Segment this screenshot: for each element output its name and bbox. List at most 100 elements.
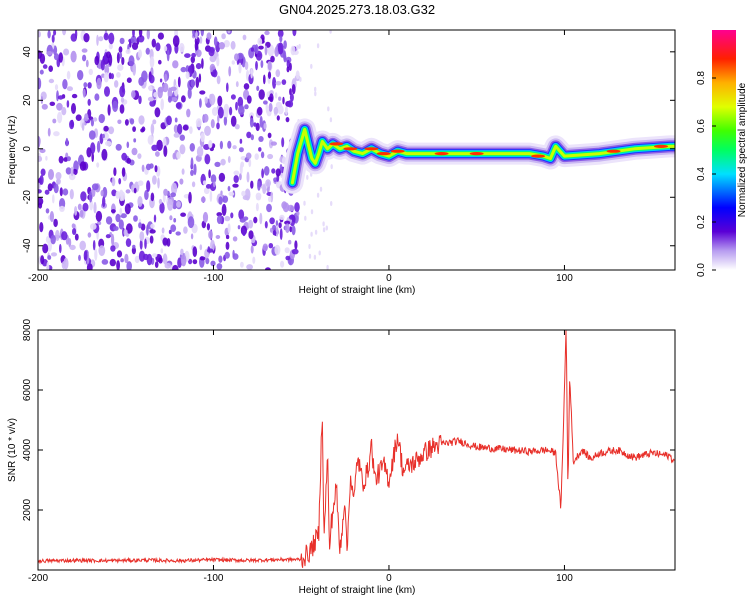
noise-blob bbox=[172, 35, 180, 47]
noise-blob bbox=[262, 184, 267, 195]
noise-blob bbox=[298, 43, 301, 49]
noise-blob bbox=[162, 137, 167, 148]
y-tick-label: 2000 bbox=[22, 498, 33, 521]
noise-blob bbox=[62, 188, 69, 196]
noise-blob bbox=[200, 196, 206, 203]
noise-blob bbox=[70, 166, 74, 177]
noise-blob bbox=[39, 148, 46, 154]
noise-blob bbox=[155, 151, 160, 157]
noise-blob bbox=[113, 167, 117, 177]
noise-blob bbox=[249, 117, 254, 128]
noise-blob bbox=[187, 87, 192, 99]
noise-blob bbox=[45, 236, 51, 244]
noise-blob bbox=[220, 190, 223, 196]
noise-blob bbox=[222, 195, 229, 203]
noise-blob bbox=[209, 93, 213, 100]
noise-blob bbox=[278, 222, 282, 229]
noise-blob bbox=[258, 89, 265, 100]
noise-blob bbox=[224, 251, 230, 259]
noise-blob bbox=[59, 243, 62, 254]
noise-blob bbox=[179, 144, 186, 155]
noise-blob bbox=[191, 52, 197, 58]
noise-blob bbox=[238, 209, 245, 220]
noise-blob bbox=[47, 183, 53, 192]
noise-blob bbox=[160, 248, 164, 254]
noise-blob bbox=[272, 224, 277, 231]
noise-blob bbox=[157, 32, 164, 40]
noise-blob bbox=[111, 177, 116, 187]
snr-panel: -200 -100 0 100 2000 4000 6000 8000 Height of … bbox=[7, 318, 676, 596]
noise-blob bbox=[139, 239, 143, 250]
noise-blob bbox=[117, 64, 124, 71]
noise-blob bbox=[217, 106, 224, 119]
noise-blob bbox=[279, 214, 285, 221]
noise-blob bbox=[65, 137, 69, 147]
noise-blob bbox=[61, 231, 68, 241]
spectrogram-y-label: Frequency (Hz) bbox=[7, 116, 18, 185]
noise-blob bbox=[308, 253, 312, 259]
noise-blob bbox=[198, 73, 202, 83]
noise-blob bbox=[39, 53, 46, 64]
noise-blob bbox=[83, 250, 88, 261]
noise-blob bbox=[183, 226, 188, 234]
noise-blob bbox=[154, 165, 158, 173]
noise-blob bbox=[267, 71, 272, 79]
noise-blob bbox=[330, 164, 333, 170]
ridge-peak bbox=[531, 154, 546, 158]
noise-blob bbox=[203, 144, 210, 150]
snr-background bbox=[38, 330, 675, 570]
noise-blob bbox=[229, 106, 233, 116]
noise-blob bbox=[232, 249, 235, 258]
noise-blob bbox=[248, 158, 252, 168]
noise-blob bbox=[70, 50, 77, 63]
noise-blob bbox=[216, 263, 223, 270]
noise-blob bbox=[74, 233, 79, 241]
noise-blob bbox=[146, 30, 150, 40]
noise-blob bbox=[83, 82, 88, 88]
ridge-peak bbox=[434, 152, 449, 156]
noise-blob bbox=[310, 63, 313, 69]
snr-y-label: SNR (10 * v/v) bbox=[7, 418, 18, 482]
noise-blob bbox=[53, 218, 58, 228]
noise-blob bbox=[223, 40, 230, 48]
noise-blob bbox=[126, 261, 132, 270]
noise-blob bbox=[116, 52, 120, 64]
noise-blob bbox=[52, 194, 55, 204]
noise-blob bbox=[132, 126, 137, 132]
noise-blob bbox=[200, 30, 204, 37]
noise-blob bbox=[45, 155, 48, 161]
noise-blob bbox=[157, 87, 163, 99]
noise-blob bbox=[82, 54, 87, 62]
noise-blob bbox=[316, 43, 320, 49]
spectrogram-frame bbox=[37, 29, 676, 271]
noise-blob bbox=[190, 79, 195, 88]
noise-blob bbox=[111, 209, 116, 214]
noise-blob bbox=[128, 55, 135, 67]
noise-blob bbox=[208, 140, 213, 149]
noise-blob bbox=[176, 151, 181, 160]
noise-blob bbox=[146, 253, 153, 266]
y-tick-label: 20 bbox=[22, 94, 33, 106]
noise-blob bbox=[102, 133, 105, 139]
noise-blob bbox=[242, 228, 246, 237]
noise-blob bbox=[69, 189, 74, 200]
noise-blob bbox=[267, 132, 272, 139]
noise-blob bbox=[40, 255, 45, 265]
noise-blob bbox=[255, 192, 262, 200]
noise-blob bbox=[230, 115, 237, 127]
noise-blob bbox=[121, 57, 125, 65]
noise-blob bbox=[287, 100, 294, 108]
noise-blob bbox=[105, 216, 113, 225]
figure-title: GN04.2025.273.18.03.G32 bbox=[279, 2, 435, 17]
noise-blob bbox=[275, 225, 279, 237]
noise-blob bbox=[63, 48, 70, 56]
noise-blob bbox=[281, 79, 287, 85]
noise-blob bbox=[238, 62, 242, 74]
noise-blob bbox=[274, 244, 281, 256]
noise-blob bbox=[192, 259, 198, 265]
noise-blob bbox=[65, 167, 72, 175]
noise-blob bbox=[277, 105, 284, 115]
ridge-peak bbox=[376, 152, 391, 156]
noise-blob bbox=[56, 178, 61, 185]
noise-blob bbox=[292, 30, 297, 37]
